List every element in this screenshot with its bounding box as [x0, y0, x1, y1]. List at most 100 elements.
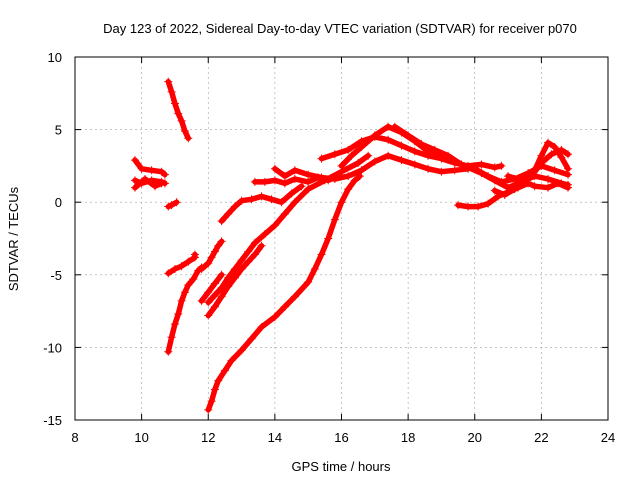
data-point — [217, 283, 226, 292]
data-point — [270, 312, 279, 321]
data-point — [174, 310, 183, 319]
data-point — [237, 196, 246, 205]
data-point — [280, 172, 289, 181]
data-point — [137, 164, 146, 173]
series-s13 — [217, 182, 306, 226]
x-tick-label: 10 — [134, 430, 148, 445]
series-s3 — [130, 174, 166, 192]
data-point — [157, 179, 166, 188]
series-line — [132, 157, 168, 178]
data-point — [547, 150, 556, 159]
series-s5 — [164, 198, 181, 211]
data-point — [244, 247, 253, 256]
data-point — [207, 253, 216, 262]
data-point — [177, 262, 186, 271]
x-tick-label: 8 — [71, 430, 78, 445]
data-point — [537, 151, 546, 160]
series-line — [505, 173, 571, 191]
x-tick-label: 14 — [268, 430, 282, 445]
data-point — [210, 385, 219, 394]
data-point — [220, 366, 229, 375]
data-point — [210, 302, 219, 311]
data-point — [390, 122, 399, 131]
data-point — [204, 298, 213, 307]
data-point — [557, 145, 566, 154]
data-point — [330, 215, 339, 224]
data-point — [290, 166, 299, 175]
data-point — [217, 217, 226, 226]
data-point — [177, 296, 186, 305]
data-point — [384, 135, 393, 144]
data-point — [214, 376, 223, 385]
data-point — [537, 158, 546, 167]
data-point — [189, 275, 198, 284]
data-point — [130, 176, 139, 185]
data-point — [172, 198, 181, 207]
data-point — [527, 172, 536, 181]
data-point — [180, 288, 189, 297]
data-point — [224, 273, 233, 282]
series-line — [218, 183, 305, 224]
data-point — [167, 87, 176, 96]
data-point — [484, 199, 493, 208]
data-point — [167, 333, 176, 342]
data-point — [164, 347, 173, 356]
data-point — [130, 156, 139, 165]
data-point — [417, 140, 426, 149]
data-point — [177, 116, 186, 125]
data-point — [554, 179, 563, 188]
data-point — [210, 247, 219, 256]
data-point — [174, 109, 183, 118]
data-point — [490, 163, 499, 172]
data-point — [150, 182, 159, 191]
data-series — [130, 77, 573, 414]
axis-ticks — [74, 56, 609, 421]
data-point — [204, 259, 213, 268]
data-point — [477, 160, 486, 169]
data-point — [564, 150, 573, 159]
data-point — [190, 250, 199, 259]
data-point — [510, 185, 519, 194]
data-point — [237, 346, 246, 355]
data-point — [450, 166, 459, 175]
data-point — [184, 134, 193, 143]
x-tick-label: 12 — [201, 430, 215, 445]
data-point — [304, 170, 313, 179]
series-s4 — [164, 77, 193, 143]
data-point — [257, 241, 266, 250]
data-point — [357, 143, 366, 152]
data-point — [550, 143, 559, 152]
data-point — [437, 167, 446, 176]
data-point — [357, 166, 366, 175]
data-point — [280, 302, 289, 311]
data-point — [260, 177, 269, 186]
data-point — [130, 183, 139, 192]
data-point — [217, 292, 226, 301]
data-point — [204, 288, 213, 297]
series-s2 — [130, 156, 169, 179]
x-axis-label: GPS time / hours — [292, 459, 391, 474]
chart-title: Day 123 of 2022, Sidereal Day-to-day VTE… — [103, 21, 577, 36]
data-point — [330, 150, 339, 159]
data-point — [160, 170, 169, 179]
data-point — [550, 166, 559, 175]
data-point — [344, 185, 353, 194]
data-point — [317, 154, 326, 163]
data-point — [280, 209, 289, 218]
series-s7 — [164, 250, 199, 278]
series-line — [132, 176, 165, 191]
data-point — [430, 145, 439, 154]
y-tick-label: -5 — [50, 268, 62, 283]
y-tick-label: 10 — [48, 50, 62, 65]
y-tick-label: 0 — [55, 195, 62, 210]
data-point — [490, 186, 499, 195]
data-point — [290, 292, 299, 301]
data-point — [210, 279, 219, 288]
data-point — [164, 269, 173, 278]
series-line — [165, 264, 205, 355]
series-s6 — [164, 263, 206, 356]
data-point — [297, 182, 306, 191]
data-point — [397, 141, 406, 150]
data-point — [170, 99, 179, 108]
